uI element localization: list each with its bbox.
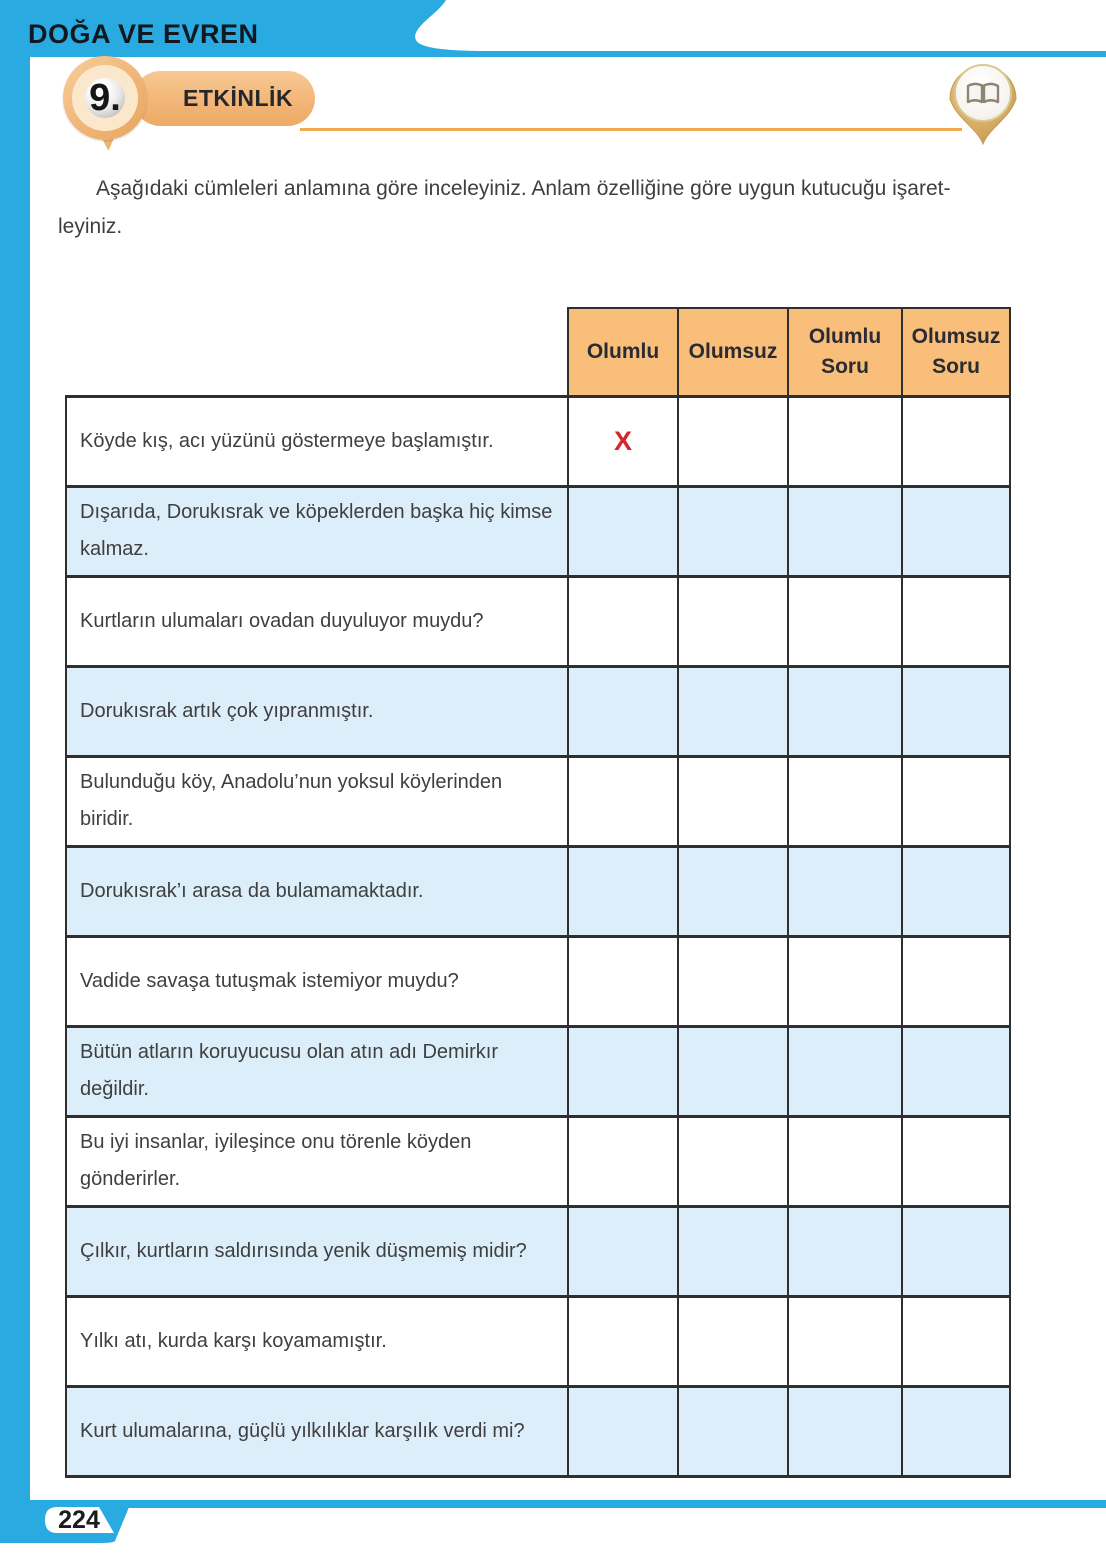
mark-cell[interactable] [567,484,679,578]
column-header-4: Olumsuz Soru [901,307,1011,397]
mark-cell[interactable] [787,1294,903,1388]
mark-cell[interactable] [901,664,1011,758]
badge-inner: 9. [85,76,125,119]
top-banner [0,0,1106,57]
mark-cell[interactable] [677,1204,789,1298]
mark-cell[interactable] [677,844,789,938]
sentence-cell: Köyde kış, acı yüzünü göstermeye başlamı… [65,394,569,488]
table-row: Dorukısrak artık çok yıpranmıştır. [65,664,1011,758]
activity-number-badge: 9. [63,56,147,140]
mark-cell[interactable] [567,754,679,848]
sentence-cell: Bu iyi insanlar, iyileşince onu törenle … [65,1114,569,1208]
mark-cell[interactable] [787,1114,903,1208]
mark-cell[interactable] [567,1114,679,1208]
mark-cell[interactable] [567,934,679,1028]
sentence-cell: Dorukısrak artık çok yıpranmıştır. [65,664,569,758]
table-row: Çılkır, kurtların saldırısında yenik düş… [65,1204,1011,1298]
mark-cell[interactable] [787,1204,903,1298]
instruction-line-1: Aşağıdaki cümleleri anlamına göre incele… [96,177,951,200]
sentence-cell: Çılkır, kurtların saldırısında yenik düş… [65,1204,569,1298]
column-header-2: Olumsuz [677,307,789,397]
mark-cell[interactable] [787,664,903,758]
column-header-3: Olumlu Soru [787,307,903,397]
table-row: Kurt ulumalarına, güçlü yılkılıklar karş… [65,1384,1011,1478]
mark-cell[interactable] [677,934,789,1028]
page-number: 224 [58,1506,100,1534]
mark-cell[interactable] [787,754,903,848]
mark-cell[interactable] [901,1204,1011,1298]
table-row: Dorukısrak’ı arasa da bulamamaktadır. [65,844,1011,938]
sentence-cell: Kurtların ulumaları ovadan duyuluyor muy… [65,574,569,668]
mark-cell[interactable] [901,394,1011,488]
mark-cell[interactable] [677,1024,789,1118]
mark-cell[interactable] [787,1384,903,1478]
section-title: DOĞA VE EVREN [28,19,259,49]
open-book-icon [949,64,1017,146]
instruction-line-2: leyiniz. [58,215,123,238]
mark-cell[interactable] [677,664,789,758]
table-row: Kurtların ulumaları ovadan duyuluyor muy… [65,574,1011,668]
mark-cell[interactable]: X [567,394,679,488]
sentence-cell: Bulunduğu köy, Anadolu’nun yoksul köyler… [65,754,569,848]
mark-cell[interactable] [567,844,679,938]
table-row: Bu iyi insanlar, iyileşince onu törenle … [65,1114,1011,1208]
sentence-cell: Yılkı atı, kurda karşı koyamamıştır. [65,1294,569,1388]
mark-cell[interactable] [677,1114,789,1208]
mark-cell[interactable] [901,934,1011,1028]
mark-cell[interactable] [901,1114,1011,1208]
sentence-cell: Vadide savaşa tutuşmak istemiyor muydu? [65,934,569,1028]
mark-cell[interactable] [677,1384,789,1478]
sentence-cell: Bütün atların koruyucusu olan atın adı D… [65,1024,569,1118]
sentence-cell: Dışarıda, Dorukısrak ve köpeklerden başk… [65,484,569,578]
mark-cell[interactable] [677,754,789,848]
mark-cell[interactable] [787,484,903,578]
mark-cell[interactable] [677,394,789,488]
activity-pill: ETKİNLİK [133,71,315,126]
column-header-1: Olumlu [567,307,679,397]
sentence-cell: Dorukısrak’ı arasa da bulamamaktadır. [65,844,569,938]
table-row: Bütün atların koruyucusu olan atın adı D… [65,1024,1011,1118]
mark-cell[interactable] [901,484,1011,578]
table-row: Vadide savaşa tutuşmak istemiyor muydu? [65,934,1011,1028]
mark-cell[interactable] [787,844,903,938]
mark-cell[interactable] [901,754,1011,848]
sentence-cell: Kurt ulumalarına, güçlü yılkılıklar karş… [65,1384,569,1478]
table-row: Yılkı atı, kurda karşı koyamamıştır. [65,1294,1011,1388]
mark-cell[interactable] [677,574,789,668]
table-row: Köyde kış, acı yüzünü göstermeye başlamı… [65,394,1011,488]
mark-cell[interactable] [901,1384,1011,1478]
mark-cell[interactable] [901,574,1011,668]
activity-number: 9. [89,76,121,119]
table-header-row: Olumlu Olumsuz Olumlu Soru Olumsuz Soru [66,307,1011,397]
mark-cell[interactable] [901,1024,1011,1118]
mark-cell[interactable] [567,664,679,758]
mark-cell[interactable] [901,1294,1011,1388]
instruction-text: Aşağıdaki cümleleri anlamına göre incele… [58,170,1070,246]
activity-label: ETKİNLİK [183,85,294,111]
mark-cell[interactable] [567,574,679,668]
badge-ring: 9. [72,65,138,131]
mark-cell[interactable] [787,574,903,668]
left-edge-strip [0,0,30,1543]
table-row: Bulunduğu köy, Anadolu’nun yoksul köyler… [65,754,1011,848]
header-spacer [66,308,568,396]
activity-table: Olumlu Olumsuz Olumlu Soru Olumsuz Soru Köy… [65,307,1011,1478]
activity-underline [300,128,962,131]
mark-cell[interactable] [901,844,1011,938]
mark-cell[interactable] [567,1204,679,1298]
mark-cell[interactable] [787,1024,903,1118]
mark-cell[interactable] [787,394,903,488]
mark-cell[interactable] [567,1384,679,1478]
mark-cell[interactable] [677,484,789,578]
mark-cell[interactable] [567,1024,679,1118]
table-row: Dışarıda, Dorukısrak ve köpeklerden başk… [65,484,1011,578]
mark-cell[interactable] [567,1294,679,1388]
mark-cell[interactable] [787,934,903,1028]
bottom-banner [0,1500,1106,1543]
mark-cell[interactable] [677,1294,789,1388]
